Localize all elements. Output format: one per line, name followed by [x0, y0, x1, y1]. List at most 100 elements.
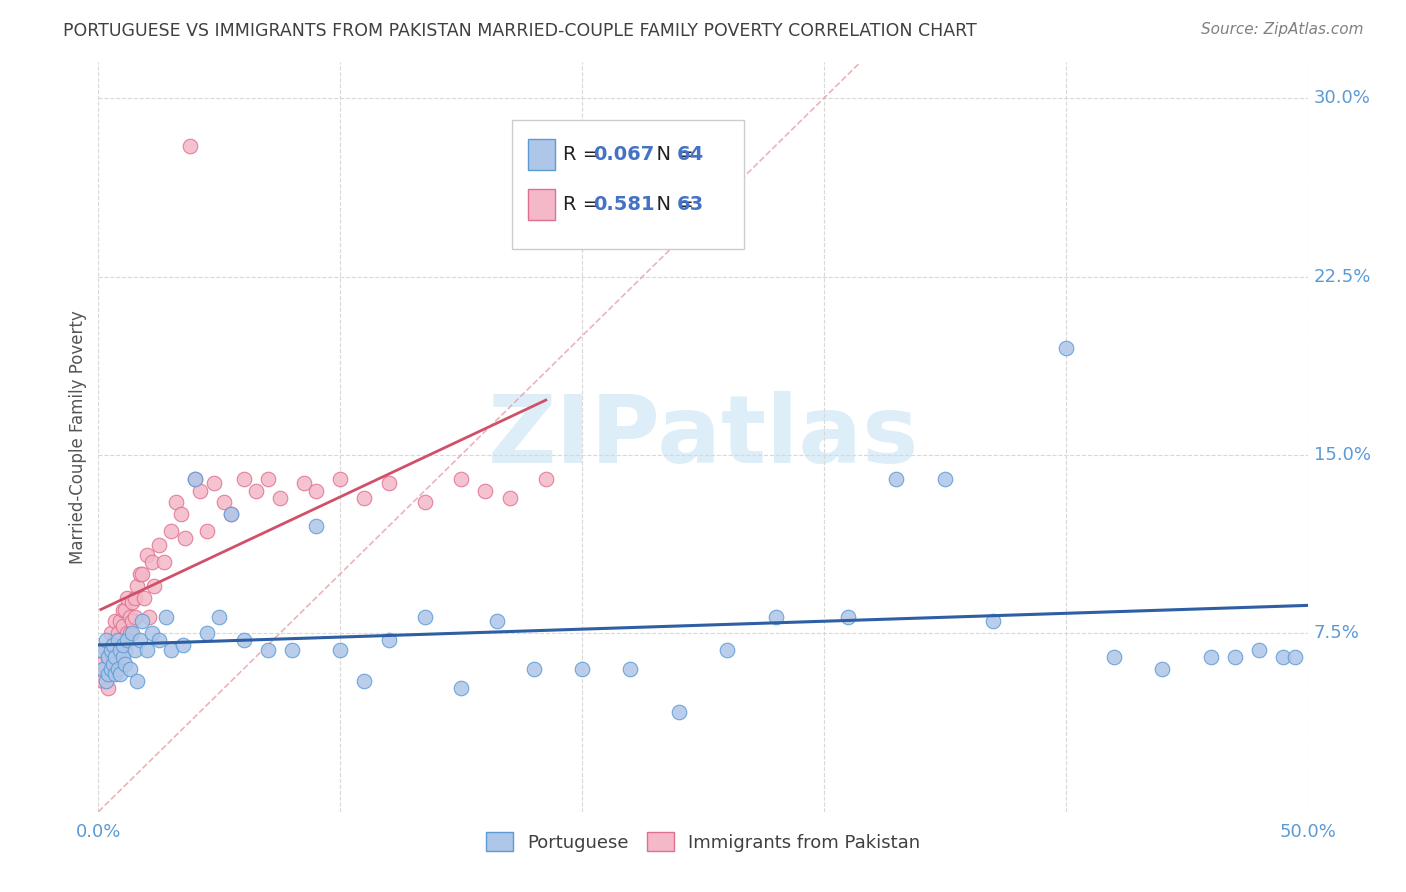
Text: 63: 63: [678, 195, 704, 214]
Point: [108, 666, 131, 681]
Point: [138, 609, 160, 624]
Point: [107, 633, 129, 648]
Point: [128, 633, 150, 648]
Point: [377, 476, 399, 491]
Point: [377, 633, 399, 648]
Point: [534, 472, 557, 486]
Point: [619, 662, 641, 676]
Point: [292, 476, 315, 491]
Point: [100, 643, 122, 657]
Point: [256, 643, 278, 657]
Point: [184, 472, 207, 486]
Point: [498, 491, 520, 505]
Point: [141, 626, 163, 640]
Point: [172, 638, 194, 652]
Point: [107, 643, 129, 657]
Point: [571, 662, 593, 676]
Point: [353, 491, 375, 505]
Point: [413, 609, 436, 624]
Point: [221, 508, 243, 522]
Point: [118, 626, 141, 640]
Point: [104, 633, 127, 648]
Point: [108, 615, 131, 629]
Point: [100, 626, 122, 640]
Point: [305, 519, 328, 533]
Point: [141, 555, 163, 569]
Point: [97, 681, 120, 695]
Point: [1249, 643, 1271, 657]
Point: [232, 633, 254, 648]
Text: N =: N =: [644, 195, 700, 214]
Point: [107, 662, 129, 676]
Point: [97, 650, 120, 665]
Point: [118, 609, 141, 624]
Point: [128, 566, 150, 581]
Point: [107, 626, 129, 640]
Point: [1152, 662, 1174, 676]
Point: [111, 650, 134, 665]
Point: [765, 609, 787, 624]
Point: [97, 666, 120, 681]
Point: [104, 615, 127, 629]
Point: [94, 673, 117, 688]
Point: [90, 643, 112, 657]
Point: [148, 538, 170, 552]
Point: [188, 483, 211, 498]
Point: [124, 591, 146, 605]
Point: [111, 619, 134, 633]
Point: [114, 657, 136, 672]
Point: [127, 579, 149, 593]
Point: [204, 476, 226, 491]
Text: R =: R =: [562, 195, 605, 214]
Y-axis label: Married-Couple Family Poverty: Married-Couple Family Poverty: [69, 310, 87, 564]
Point: [121, 595, 143, 609]
Point: [232, 472, 254, 486]
Point: [101, 650, 124, 665]
Point: [90, 657, 112, 672]
Point: [256, 472, 278, 486]
Text: 15.0%: 15.0%: [1313, 446, 1371, 464]
Text: 7.5%: 7.5%: [1313, 624, 1360, 642]
Point: [100, 662, 122, 676]
Point: [1199, 650, 1222, 665]
Text: Source: ZipAtlas.com: Source: ZipAtlas.com: [1201, 22, 1364, 37]
Point: [486, 615, 509, 629]
Point: [212, 495, 235, 509]
Point: [305, 483, 328, 498]
Point: [124, 643, 146, 657]
Point: [108, 633, 131, 648]
Point: [716, 643, 738, 657]
Point: [450, 681, 472, 695]
Point: [165, 495, 187, 509]
Text: 0.067: 0.067: [593, 145, 654, 164]
Point: [934, 472, 956, 486]
Text: PORTUGUESE VS IMMIGRANTS FROM PAKISTAN MARRIED-COUPLE FAMILY POVERTY CORRELATION: PORTUGUESE VS IMMIGRANTS FROM PAKISTAN M…: [63, 22, 977, 40]
Point: [668, 705, 690, 719]
Point: [127, 673, 149, 688]
Point: [108, 643, 131, 657]
Point: [148, 633, 170, 648]
Point: [523, 662, 546, 676]
Point: [117, 626, 139, 640]
Point: [121, 626, 143, 640]
Text: 64: 64: [678, 145, 704, 164]
Point: [114, 602, 136, 616]
Point: [117, 633, 139, 648]
Point: [104, 666, 127, 681]
Point: [121, 615, 143, 629]
Point: [131, 566, 153, 581]
Point: [1284, 650, 1306, 665]
Point: [101, 638, 124, 652]
Point: [886, 472, 908, 486]
Point: [245, 483, 267, 498]
Point: [281, 643, 304, 657]
Point: [160, 643, 183, 657]
Point: [114, 643, 136, 657]
Point: [143, 579, 166, 593]
Point: [1272, 650, 1295, 665]
Text: R =: R =: [562, 145, 605, 164]
Point: [221, 508, 243, 522]
Point: [981, 615, 1004, 629]
Point: [111, 638, 134, 652]
Point: [101, 657, 124, 672]
